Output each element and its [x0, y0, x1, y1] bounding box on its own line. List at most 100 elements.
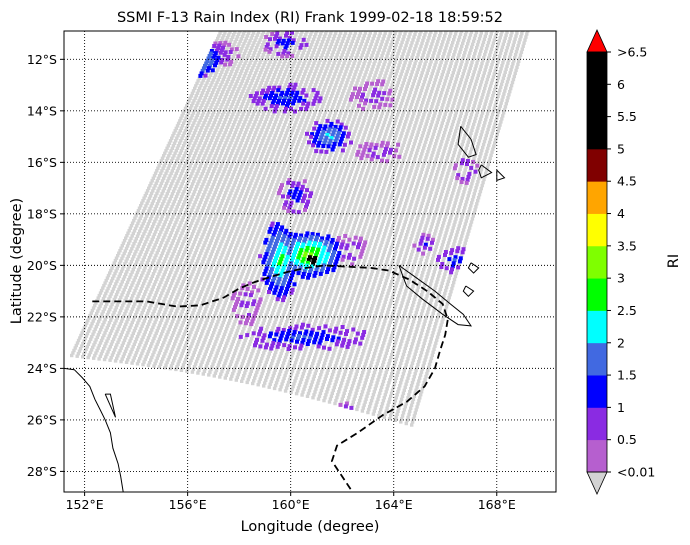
no-rain-pixel [144, 240, 148, 244]
no-rain-pixel [508, 55, 512, 59]
no-rain-pixel [394, 197, 398, 201]
no-rain-pixel [450, 107, 454, 111]
no-rain-pixel [233, 72, 238, 76]
no-rain-pixel [390, 160, 394, 164]
no-rain-pixel [326, 190, 330, 194]
no-rain-pixel [217, 110, 221, 114]
no-rain-pixel [136, 221, 140, 226]
no-rain-pixel [376, 65, 380, 69]
no-rain-pixel [370, 220, 374, 224]
no-rain-pixel [312, 226, 317, 231]
no-rain-pixel [275, 155, 279, 159]
no-rain-pixel [401, 143, 405, 147]
no-rain-pixel [373, 131, 378, 135]
no-rain-pixel [454, 62, 458, 66]
no-rain-pixel [431, 84, 436, 88]
no-rain-pixel [237, 252, 241, 256]
no-rain-pixel [352, 75, 356, 79]
no-rain-pixel [335, 209, 340, 213]
no-rain-pixel [441, 40, 445, 44]
no-rain-pixel [452, 53, 456, 57]
no-rain-pixel [127, 252, 132, 256]
no-rain-pixel [484, 118, 488, 122]
no-rain-pixel [218, 108, 222, 112]
no-rain-pixel [229, 178, 233, 182]
no-rain-pixel [300, 202, 304, 206]
no-rain-pixel [294, 120, 298, 125]
no-rain-pixel [164, 149, 168, 153]
no-rain-pixel [393, 136, 397, 140]
no-rain-pixel [209, 174, 214, 179]
no-rain-pixel [195, 113, 199, 118]
no-rain-pixel [179, 207, 184, 212]
no-rain-pixel [480, 164, 485, 169]
no-rain-pixel [207, 206, 211, 210]
no-rain-pixel [248, 143, 253, 148]
no-rain-pixel [283, 59, 287, 63]
no-rain-pixel [361, 264, 365, 269]
no-rain-pixel [333, 45, 337, 49]
no-rain-pixel [311, 50, 315, 55]
no-rain-pixel [164, 230, 168, 235]
no-rain-pixel [227, 133, 231, 137]
no-rain-pixel [389, 181, 393, 185]
no-rain-pixel [358, 221, 363, 226]
no-rain-pixel [254, 141, 259, 145]
no-rain-pixel [406, 38, 410, 42]
no-rain-pixel [335, 39, 340, 44]
no-rain-pixel [247, 159, 251, 164]
no-rain-pixel [324, 196, 328, 200]
no-rain-pixel [209, 238, 214, 243]
no-rain-pixel [463, 133, 467, 138]
no-rain-pixel [347, 271, 351, 275]
no-rain-pixel [457, 68, 461, 72]
no-rain-pixel [308, 180, 312, 184]
no-rain-pixel [215, 225, 219, 229]
no-rain-pixel [368, 87, 372, 91]
no-rain-pixel [191, 156, 196, 160]
no-rain-pixel [142, 196, 146, 200]
no-rain-pixel [343, 86, 347, 90]
no-rain-pixel [491, 75, 496, 79]
no-rain-pixel [198, 118, 202, 122]
no-rain-pixel [385, 54, 389, 58]
no-rain-pixel [189, 161, 193, 165]
no-rain-pixel [430, 276, 435, 280]
no-rain-pixel [385, 226, 389, 230]
no-rain-pixel [197, 121, 201, 125]
no-rain-pixel [337, 102, 341, 107]
no-rain-pixel [192, 190, 197, 194]
no-rain-pixel [412, 49, 416, 54]
no-rain-pixel [468, 188, 472, 192]
no-rain-pixel [479, 167, 484, 172]
no-rain-pixel [391, 277, 395, 281]
no-rain-pixel [265, 68, 269, 72]
no-rain-pixel [333, 31, 338, 36]
no-rain-pixel [243, 250, 247, 254]
no-rain-pixel [381, 219, 386, 223]
no-rain-pixel [444, 231, 448, 235]
no-rain-pixel [351, 78, 355, 82]
no-rain-pixel [240, 138, 244, 142]
no-rain-pixel [135, 247, 139, 251]
no-rain-pixel [391, 127, 395, 131]
no-rain-pixel [261, 176, 266, 181]
no-rain-pixel [243, 31, 247, 33]
no-rain-pixel [414, 44, 418, 48]
no-rain-pixel [176, 156, 180, 160]
no-rain-pixel [199, 198, 204, 202]
no-rain-pixel [284, 172, 288, 176]
no-rain-pixel [434, 229, 438, 233]
no-rain-pixel [476, 180, 480, 184]
no-rain-pixel [226, 223, 231, 228]
no-rain-pixel [446, 241, 451, 245]
no-rain-pixel [200, 81, 204, 85]
no-rain-pixel [233, 221, 237, 225]
no-rain-pixel [431, 150, 435, 155]
no-rain-pixel [164, 217, 169, 222]
no-rain-pixel [344, 111, 348, 116]
no-rain-pixel [462, 102, 466, 107]
no-rain-pixel [430, 135, 435, 139]
no-rain-pixel [498, 54, 502, 58]
no-rain-pixel [182, 226, 186, 230]
